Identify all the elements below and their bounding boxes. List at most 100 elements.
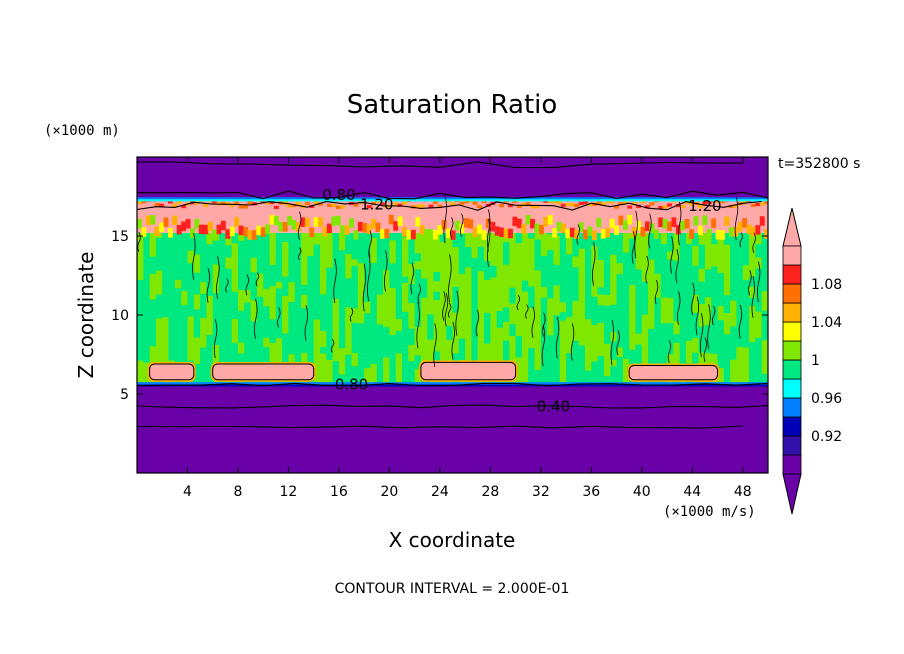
- field-cell: [419, 204, 425, 208]
- field-cell: [610, 340, 618, 360]
- contour-squiggle: [255, 272, 260, 287]
- field-cell: [351, 352, 359, 367]
- field-cell: [172, 203, 178, 207]
- field-cell: [559, 311, 567, 321]
- x-tick-label: 20: [380, 484, 398, 500]
- field-cell: [730, 232, 738, 257]
- field-cell: [559, 232, 567, 240]
- field-cell: [684, 219, 690, 229]
- field-cell: [318, 202, 324, 206]
- field-cell: [742, 359, 750, 384]
- field-cell: [162, 290, 170, 318]
- field-cell: [427, 338, 435, 363]
- field-cell: [370, 314, 378, 333]
- field-cell: [427, 249, 435, 269]
- contour-squiggle: [216, 256, 220, 300]
- field-cell: [439, 241, 447, 260]
- field-cell: [376, 352, 384, 362]
- x-unit-label: (×1000 m/s): [663, 504, 756, 520]
- field-cell: [263, 258, 271, 289]
- field-cell: [685, 340, 693, 363]
- x-tick-label: 4: [183, 484, 192, 500]
- field-cell: [357, 354, 365, 373]
- contour-line: [137, 200, 762, 211]
- field-cell: [755, 243, 763, 258]
- field-cell: [260, 200, 266, 204]
- field-cell: [728, 204, 734, 209]
- contour-squiggle: [691, 282, 695, 316]
- field-cell: [583, 201, 589, 205]
- field-cell: [509, 287, 517, 304]
- field-cell: [370, 232, 378, 238]
- field-cell: [187, 240, 195, 251]
- field-cell: [212, 314, 220, 346]
- field-cell: [143, 232, 151, 246]
- field-cell: [502, 306, 510, 322]
- field-cell: [717, 243, 725, 274]
- field-cell: [730, 255, 738, 274]
- field-cell: [301, 294, 308, 309]
- field-cell: [439, 319, 447, 349]
- colorbar-extend-top: [782, 207, 802, 247]
- field-cell: [225, 333, 233, 364]
- field-cell: [452, 232, 460, 248]
- field-cell: [530, 205, 536, 209]
- field-cell: [468, 219, 474, 229]
- field-cell: [515, 242, 523, 273]
- contour-squiggle: [576, 224, 580, 245]
- field-cell: [458, 232, 466, 235]
- field-cell: [692, 265, 700, 279]
- field-cell: [200, 281, 208, 294]
- field-cell: [761, 242, 768, 260]
- field-cell: [376, 335, 384, 354]
- field-cell: [247, 201, 253, 205]
- field-cell: [446, 248, 454, 260]
- field-cell: [296, 201, 301, 206]
- field-cell: [225, 256, 233, 269]
- contour-squiggle: [410, 262, 414, 295]
- field-cell: [395, 232, 403, 262]
- field-cell: [597, 286, 605, 295]
- field-cell: [528, 323, 536, 331]
- field-cell: [389, 313, 397, 323]
- field-cell: [717, 272, 725, 281]
- field-cell: [353, 230, 359, 240]
- field-cell: [446, 325, 454, 340]
- field-cell: [528, 315, 536, 325]
- field-cell: [294, 268, 302, 286]
- field-cell: [332, 340, 340, 362]
- field-cell: [168, 293, 176, 302]
- field-cell: [206, 285, 214, 296]
- field-cell: [269, 285, 277, 297]
- field-cell: [730, 272, 738, 301]
- field-cell: [143, 274, 151, 289]
- field-cell: [389, 287, 397, 315]
- field-cell: [150, 215, 156, 225]
- contour-squiggle: [757, 261, 761, 303]
- field-cell: [723, 333, 731, 364]
- field-cell: [256, 272, 264, 297]
- field-cell: [250, 344, 258, 366]
- field-cell: [569, 227, 575, 238]
- field-cell: [547, 233, 555, 251]
- field-cell: [351, 307, 359, 323]
- field-cell: [521, 224, 527, 234]
- field-cell: [603, 320, 611, 344]
- field-cell: [764, 229, 768, 239]
- field-cell: [345, 306, 353, 319]
- field-cell: [143, 288, 151, 314]
- field-cell: [502, 339, 510, 370]
- top-band-blue: [137, 197, 768, 200]
- field-cell: [496, 327, 504, 352]
- field-cell: [629, 237, 637, 256]
- field-cell: [420, 322, 428, 352]
- contour-squiggle: [648, 213, 652, 249]
- field-cell: [605, 199, 611, 204]
- field-cell: [181, 205, 187, 209]
- field-cell: [552, 200, 558, 204]
- field-cell: [749, 275, 756, 287]
- field-cell: [433, 299, 441, 324]
- field-cell: [597, 355, 605, 384]
- field-cell: [402, 311, 409, 336]
- field-cell: [711, 218, 717, 228]
